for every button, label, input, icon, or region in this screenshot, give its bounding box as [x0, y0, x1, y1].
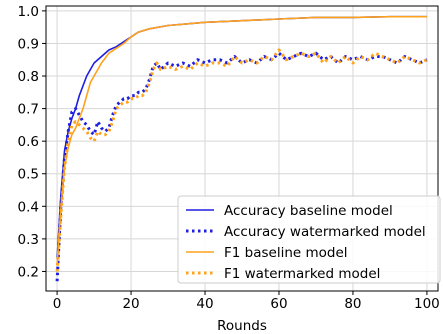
- y-tick-label: 0.3: [18, 232, 39, 248]
- plot-frame: [45, 5, 439, 292]
- y-tick-label: 0.9: [18, 36, 39, 52]
- legend-label-3: F1 watermarked model: [224, 266, 380, 282]
- x-tick-label: 60: [270, 296, 287, 312]
- series-line-3: [55, 48, 428, 272]
- x-axis-title: Rounds: [217, 318, 267, 334]
- y-tick-label: 1.0: [18, 4, 39, 20]
- y-tick-label: 0.5: [18, 167, 39, 183]
- series-layer: [55, 15, 428, 282]
- x-tick-label: 100: [414, 296, 440, 312]
- x-tick-label: 40: [196, 296, 213, 312]
- x-tick-label: 20: [122, 296, 139, 312]
- series-line-2: [56, 15, 427, 265]
- y-tick-label: 0.6: [18, 134, 39, 150]
- legend: Accuracy baseline model Accuracy watermar…: [177, 195, 441, 284]
- legend-label-1: Accuracy watermarked model: [224, 224, 426, 240]
- y-tick-label: 0.8: [18, 69, 39, 85]
- x-axis: 0 20 40 60 80 100: [53, 291, 440, 312]
- grid-lines: [46, 6, 438, 291]
- legend-label-0: Accuracy baseline model: [224, 203, 393, 219]
- y-tick-label: 0.4: [18, 199, 39, 215]
- x-tick-label: 0: [53, 296, 62, 312]
- y-axis: 0.2 0.3 0.4 0.5 0.6 0.7 0.8 0.9 1.0: [18, 4, 46, 280]
- x-tick-label: 80: [344, 296, 361, 312]
- y-tick-label: 0.7: [18, 102, 39, 118]
- series-line-1: [55, 51, 428, 282]
- y-tick-label: 0.2: [18, 264, 39, 280]
- legend-box: [177, 195, 441, 284]
- legend-label-2: F1 baseline model: [224, 245, 348, 261]
